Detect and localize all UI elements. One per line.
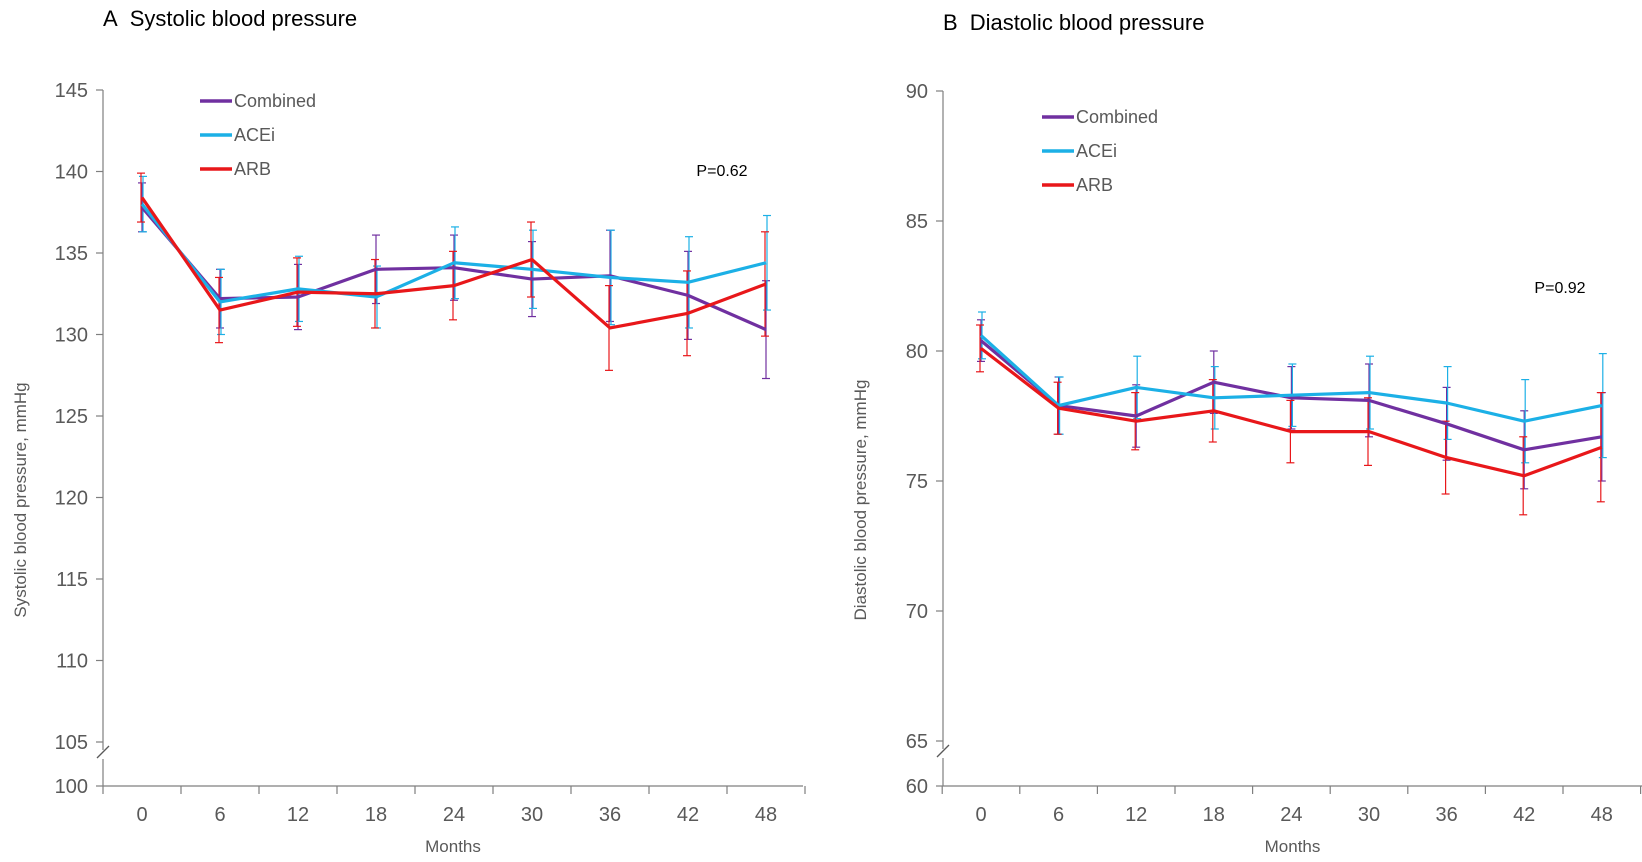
panel-title-text: Diastolic blood pressure	[970, 10, 1205, 35]
legend-label-acei: ACEi	[234, 125, 275, 145]
axis-break-mark	[96, 745, 110, 759]
y-tick-label: 135	[55, 243, 88, 265]
y-tick-label: 130	[55, 325, 88, 347]
series-line-arb	[140, 196, 767, 330]
x-tick-label: 30	[521, 804, 543, 826]
y-tick-label: 60	[906, 776, 928, 798]
panel-title: A Systolic blood pressure	[103, 6, 357, 31]
y-tick-label: 145	[55, 80, 88, 102]
y-tick-label: 140	[55, 162, 88, 184]
y-tick-label: 105	[55, 732, 88, 754]
y-tick-label: 115	[56, 569, 88, 591]
y-tick-label: 125	[55, 406, 88, 428]
legend-label-combined: Combined	[1076, 107, 1158, 127]
x-tick-label: 42	[677, 804, 699, 826]
x-tick-label: 0	[136, 804, 147, 826]
x-tick-label: 42	[1513, 804, 1535, 826]
y-tick-label: 85	[906, 211, 928, 233]
x-axis-title: Months	[425, 837, 481, 856]
x-tick-label: 48	[1591, 804, 1613, 826]
x-tick-label: 48	[755, 804, 777, 826]
panel-letter: B	[943, 10, 958, 35]
x-tick-label: 24	[443, 804, 465, 826]
y-tick-label: 110	[56, 651, 88, 673]
y-tick-label: 80	[906, 341, 928, 363]
y-axis-title: Systolic blood pressure, mmHg	[11, 382, 30, 617]
legend-label-acei: ACEi	[1076, 141, 1117, 161]
axis-break-mark	[936, 744, 950, 758]
y-tick-label: 90	[906, 81, 928, 103]
x-axis-title: Months	[1265, 837, 1321, 856]
p-value-annotation: P=0.62	[696, 163, 747, 180]
series-line-combined	[979, 339, 1603, 452]
x-tick-label: 30	[1358, 804, 1380, 826]
x-tick-label: 12	[1125, 804, 1147, 826]
x-tick-label: 6	[214, 804, 225, 826]
series-line-arb	[980, 347, 1603, 478]
x-tick-label: 12	[287, 804, 309, 826]
legend-label-arb: ARB	[234, 159, 271, 179]
y-tick-label: 75	[906, 471, 928, 493]
panel-letter: A	[103, 6, 118, 31]
y-tick-label: 65	[906, 731, 928, 753]
series-line-combined	[140, 206, 767, 332]
x-tick-label: 6	[1053, 804, 1064, 826]
series-line-acei	[979, 334, 1603, 423]
panel-title-text: Systolic blood pressure	[130, 6, 357, 31]
legend-label-combined: Combined	[234, 91, 316, 111]
y-tick-label: 70	[906, 601, 928, 623]
chart-panel-a: A Systolic blood pressure1001051101151201…	[11, 6, 806, 856]
x-tick-label: 36	[1435, 804, 1457, 826]
y-tick-label: 100	[55, 776, 88, 798]
y-axis-title: Diastolic blood pressure, mmHg	[851, 380, 870, 621]
y-tick-label: 120	[55, 488, 88, 510]
series-line-acei	[140, 203, 767, 304]
chart-panel-b: B Diastolic blood pressure 60 65 70 75 80 85 90 0…	[851, 10, 1642, 856]
x-tick-label: 18	[1203, 804, 1225, 826]
x-tick-label: 18	[365, 804, 387, 826]
x-tick-label: 36	[599, 804, 621, 826]
p-value-annotation: P=0.92	[1534, 280, 1585, 297]
x-tick-label: 0	[975, 804, 986, 826]
legend-label-arb: ARB	[1076, 175, 1113, 195]
x-tick-label: 24	[1280, 804, 1302, 826]
panel-title: B Diastolic blood pressure	[943, 10, 1204, 35]
